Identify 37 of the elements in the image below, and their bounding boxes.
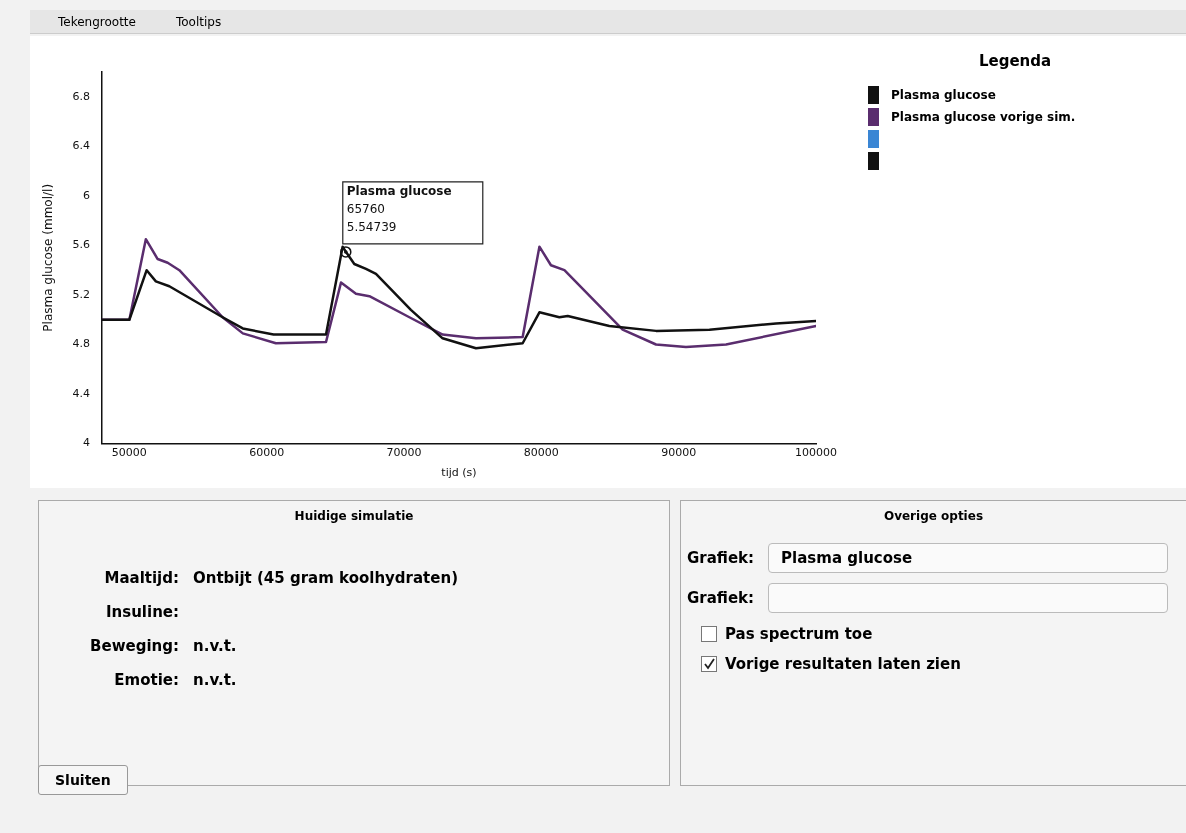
legend-title: Legenda — [977, 52, 1053, 70]
x-tick-label: 60000 — [249, 446, 285, 460]
y-tick-label: 6.8 — [72, 89, 90, 103]
text: Grafiek: — [687, 549, 755, 567]
y-tick-label: 5.2 — [72, 287, 90, 301]
x-axis-title: tijd (s) — [441, 466, 477, 480]
text: Vorige resultaten laten zien — [725, 655, 961, 673]
text: Huidige simulatie — [293, 509, 415, 523]
y-tick-label: 6 — [82, 188, 90, 202]
x-tick-label: 100000 — [795, 446, 837, 460]
text: n.v.t. — [193, 637, 238, 655]
text: Emotie: — [113, 671, 179, 689]
y-tick-label: 4.4 — [72, 386, 90, 400]
dropdown-field: Plasma glucose — [768, 543, 1169, 573]
text: Ontbijt (45 gram koolhydraten) — [193, 569, 459, 587]
x-tick-label: 90000 — [661, 446, 697, 460]
x-tick-label: 70000 — [386, 446, 422, 460]
text: Insuline: — [105, 603, 179, 621]
text: n.v.t. — [193, 671, 238, 689]
text: Grafiek: — [687, 589, 755, 607]
text: Tekengrootte — [58, 14, 136, 29]
text: Maaltijd: — [103, 569, 179, 587]
y-tick-label: 4 — [82, 436, 90, 450]
y-tick-label: 6.4 — [72, 139, 90, 153]
y-axis-title: Plasma glucose (mmol/l) — [41, 183, 56, 332]
text: Beweging: — [89, 637, 179, 655]
y-tick-label: 4.8 — [72, 337, 90, 351]
text: Pas spectrum toe — [725, 625, 873, 643]
button: Sluiten — [38, 765, 128, 795]
text: Overige opties — [882, 509, 985, 523]
y-tick-label: 5.6 — [72, 238, 90, 252]
x-tick-label: 50000 — [111, 446, 147, 460]
legend-label: Plasma glucose — [891, 88, 996, 102]
x-tick-label: 80000 — [523, 446, 559, 460]
text: Tooltips — [175, 14, 222, 29]
legend-label: Plasma glucose vorige sim. — [891, 110, 1076, 124]
annotation: Plasma glucose 65760 5.54739 — [346, 184, 452, 235]
